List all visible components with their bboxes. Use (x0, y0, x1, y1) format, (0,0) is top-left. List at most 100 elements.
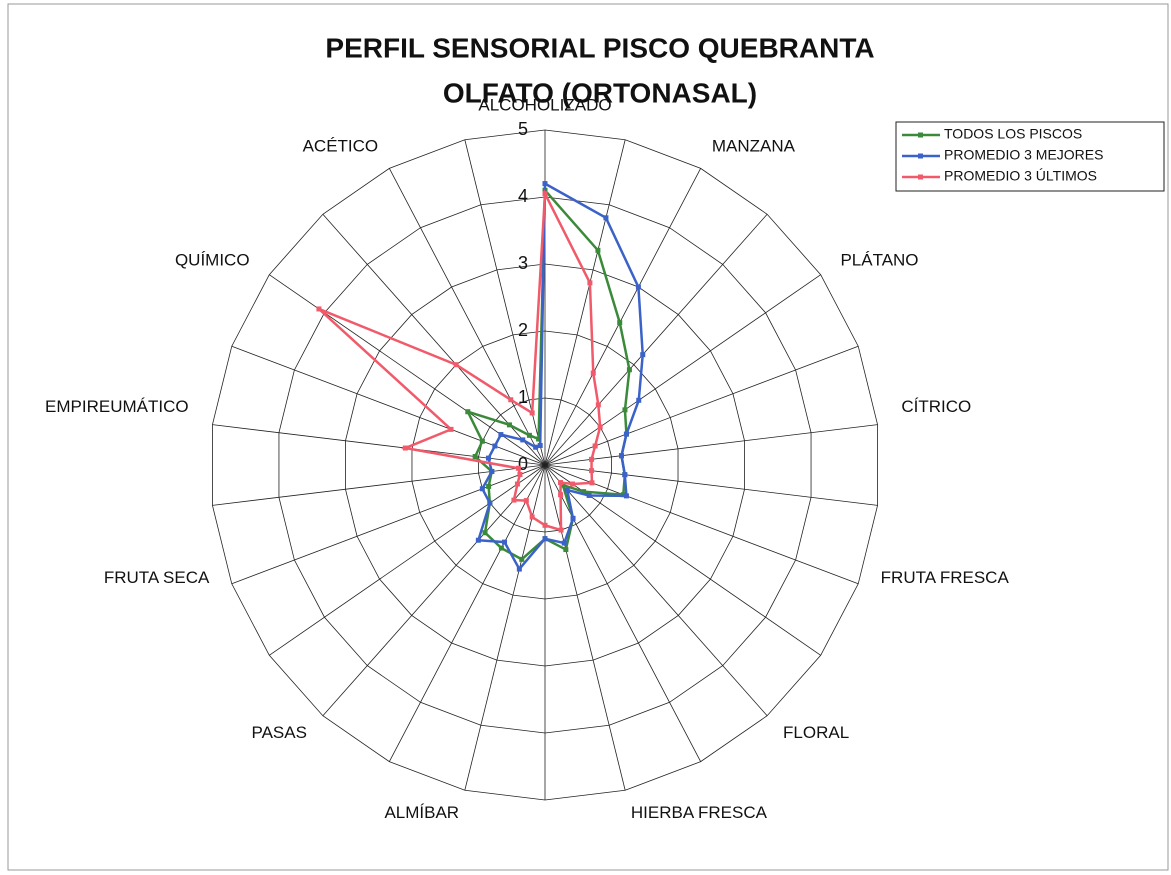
category-label: CÍTRICO (901, 397, 971, 416)
data-point (529, 514, 535, 520)
data-point (511, 497, 517, 503)
spoke (544, 274, 821, 466)
data-point (587, 280, 593, 286)
legend-label: PROMEDIO 3 ÚLTIMOS (944, 168, 1097, 184)
chart-border (7, 3, 1169, 871)
data-point (626, 367, 632, 373)
data-point (617, 320, 623, 326)
legend-marker (918, 174, 923, 180)
data-point (597, 424, 603, 430)
data-point (542, 536, 548, 542)
spoke (544, 464, 859, 585)
category-label: ACÉTICO (303, 137, 379, 156)
spoke (322, 464, 546, 717)
data-point (516, 566, 522, 572)
legend-label: PROMEDIO 3 MEJORES (944, 147, 1103, 163)
legend-marker (918, 132, 923, 138)
data-point (590, 370, 596, 376)
category-label: PLÁTANO (840, 251, 918, 270)
tick-label: 5 (518, 119, 528, 139)
data-point (595, 247, 601, 253)
data-point (472, 454, 478, 460)
data-point (453, 362, 459, 368)
category-label: ALCOHOLIZADO (478, 95, 611, 114)
data-point (563, 547, 569, 553)
legend-marker (918, 153, 923, 159)
tick-label: 0 (518, 454, 528, 474)
data-point (558, 480, 564, 486)
data-point (465, 409, 471, 415)
legend-box (895, 121, 1165, 192)
data-point (448, 426, 454, 432)
category-label: FRUTA FRESCA (881, 568, 1010, 587)
data-point (561, 540, 567, 546)
data-point (316, 306, 322, 312)
data-point (570, 515, 576, 521)
data-point (514, 481, 520, 487)
spoke (544, 464, 702, 762)
data-point (498, 432, 504, 438)
data-point (517, 472, 523, 478)
data-point (508, 397, 514, 403)
tick-label: 3 (518, 253, 528, 273)
data-point (622, 407, 628, 413)
spoke (544, 139, 626, 466)
spoke (269, 464, 546, 656)
data-point (636, 397, 642, 403)
category-label: MANZANA (712, 137, 796, 156)
data-point (537, 442, 543, 448)
legend-label: TODOS LOS PISCOS (944, 126, 1082, 142)
data-point (589, 468, 595, 474)
data-point (589, 456, 595, 462)
spoke (388, 464, 546, 762)
data-point (520, 437, 526, 443)
tick-label: 2 (518, 320, 528, 340)
chart-title: OLFATO (ORTONASAL) (443, 77, 757, 108)
data-point (526, 432, 532, 438)
data-point (640, 352, 646, 358)
category-label: HIERBA FRESCA (631, 803, 768, 822)
data-point (618, 453, 624, 459)
tick-label: 1 (518, 387, 528, 407)
data-point (586, 492, 592, 498)
category-label: ALMÍBAR (384, 803, 459, 822)
data-point (635, 284, 641, 290)
data-point (542, 191, 548, 197)
data-point (595, 402, 601, 408)
data-point (479, 438, 485, 444)
data-point (560, 482, 566, 488)
data-point (519, 556, 525, 562)
data-point (623, 431, 629, 437)
spoke (544, 168, 702, 466)
category-label: EMPIREUMÁTICO (45, 397, 189, 416)
spoke (544, 464, 626, 791)
data-point (589, 480, 595, 486)
data-point (485, 455, 491, 461)
data-point (542, 181, 548, 187)
data-point (482, 530, 488, 536)
category-label: PASAS (252, 723, 307, 742)
data-point (529, 410, 535, 416)
spoke (544, 464, 878, 506)
category-label: QUÍMICO (175, 251, 250, 270)
data-point (603, 215, 609, 221)
spoke (544, 464, 768, 717)
data-point (570, 481, 576, 487)
chart-title: PERFIL SENSORIAL PISCO QUEBRANTA (325, 32, 874, 63)
data-point (506, 422, 512, 428)
data-point (564, 487, 570, 493)
data-point (515, 465, 521, 471)
spoke (464, 139, 546, 466)
spoke (231, 464, 546, 585)
data-point (475, 537, 481, 543)
data-point (558, 492, 564, 498)
category-label: FRUTA SECA (104, 568, 210, 587)
data-point (486, 483, 492, 489)
data-point (492, 443, 498, 449)
spoke (544, 213, 768, 466)
data-point (523, 498, 529, 504)
data-point (558, 527, 564, 533)
tick-label: 4 (518, 186, 528, 206)
category-label: FLORAL (783, 723, 849, 742)
